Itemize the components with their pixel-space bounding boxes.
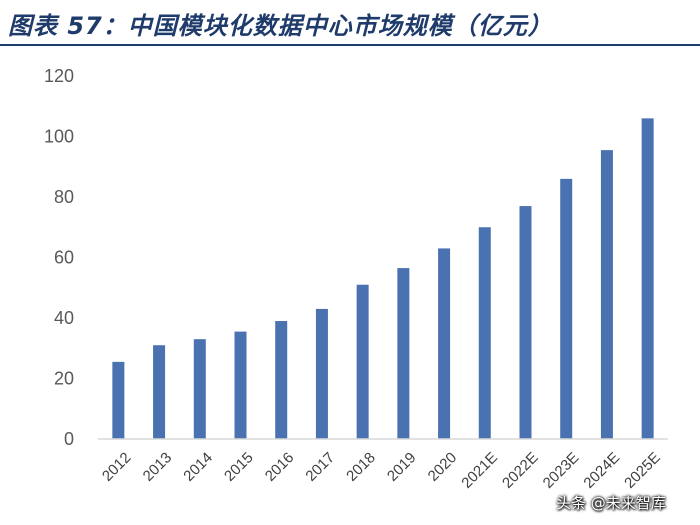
bar-2022E [519, 206, 532, 439]
x-tick-label: 2025E [621, 449, 664, 492]
bar-2012 [112, 361, 125, 439]
title-bar: 图表 57：中国模块化数据中心市场规模（亿元） [0, 0, 700, 46]
y-tick-label: 80 [54, 187, 74, 207]
x-tick-label: 2019 [384, 449, 420, 485]
x-tick-label: 2020 [425, 449, 461, 485]
bar-2025E [641, 118, 654, 439]
bar-2014 [193, 339, 206, 439]
x-tick-label: 2015 [221, 449, 257, 485]
title-underline [0, 44, 700, 46]
bar-2023E [560, 178, 573, 439]
x-tick-label: 2023E [540, 449, 583, 492]
y-tick-label: 0 [64, 429, 74, 449]
x-tick-label: 2012 [99, 449, 135, 485]
bar-2015 [234, 331, 247, 439]
y-axis-tick-labels: 0 20 40 60 80 100 120 [44, 66, 74, 449]
y-tick-label: 20 [54, 369, 74, 389]
x-tick-label: 2021E [458, 449, 501, 492]
x-tick-label: 2013 [140, 449, 176, 485]
bar-chart: 0 20 40 60 80 100 120 2012 2013 2014 2015 2016 2017… [44, 66, 668, 492]
chart-title: 图表 57：中国模块化数据中心市场规模（亿元） [8, 12, 553, 40]
bar-2018 [356, 284, 369, 439]
x-tick-label: 2017 [302, 449, 338, 485]
y-tick-label: 40 [54, 308, 74, 328]
y-tick-label: 60 [54, 248, 74, 268]
bar-2016 [275, 321, 288, 439]
x-tick-label: 2016 [262, 449, 298, 485]
x-tick-label: 2018 [343, 449, 379, 485]
bar-2013 [153, 345, 166, 439]
bar-2024E [600, 150, 613, 440]
x-tick-label: 2024E [580, 449, 623, 492]
bar-2017 [315, 308, 328, 439]
x-axis-tick-labels: 2012 2013 2014 2015 2016 2017 2018 2019 20202021… [99, 449, 664, 492]
y-tick-label: 120 [44, 66, 74, 86]
bar-2021E [478, 227, 491, 439]
bars [112, 118, 654, 440]
x-tick-label: 2022E [499, 449, 542, 492]
y-tick-label: 100 [44, 127, 74, 147]
watermark: 头条 @未来智库 [556, 494, 666, 512]
bar-2019 [397, 268, 410, 439]
bar-2020 [438, 248, 451, 439]
x-tick-label: 2014 [180, 449, 216, 485]
